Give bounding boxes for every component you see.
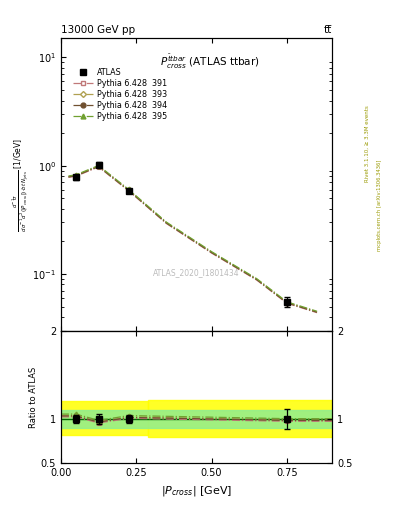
Bar	[61, 410, 332, 428]
Bar	[148, 399, 332, 437]
Text: Rivet 3.1.10, ≥ 3.3M events: Rivet 3.1.10, ≥ 3.3M events	[365, 105, 370, 182]
Bar	[61, 401, 148, 435]
Legend: ATLAS, Pythia 6.428  391, Pythia 6.428  393, Pythia 6.428  394, Pythia 6.428  39: ATLAS, Pythia 6.428 391, Pythia 6.428 39…	[70, 66, 170, 124]
Y-axis label: $\frac{d^{-1}\!\sigma}{d\,\sigma^{-1}d^2(|P_{cross}|)\!\cdot\!{b}t\,N_{jets}}$ [: $\frac{d^{-1}\!\sigma}{d\,\sigma^{-1}d^2…	[11, 137, 31, 231]
Text: tt̅: tt̅	[324, 25, 332, 35]
X-axis label: $|P_{cross}|$ [GeV]: $|P_{cross}|$ [GeV]	[161, 484, 232, 498]
Text: 13000 GeV pp: 13000 GeV pp	[61, 25, 135, 35]
Text: ATLAS_2020_I1801434: ATLAS_2020_I1801434	[153, 268, 240, 276]
Y-axis label: Ratio to ATLAS: Ratio to ATLAS	[29, 366, 38, 428]
Text: $P^{\bar{t}tbar}_{cross}$ (ATLAS ttbar): $P^{\bar{t}tbar}_{cross}$ (ATLAS ttbar)	[160, 53, 260, 71]
Text: mcplots.cern.ch [arXiv:1306.3436]: mcplots.cern.ch [arXiv:1306.3436]	[377, 159, 382, 250]
